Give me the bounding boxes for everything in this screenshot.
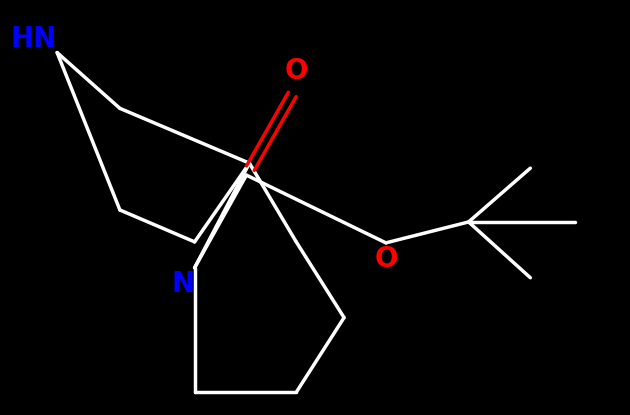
Text: HN: HN [11,24,57,53]
Text: O: O [285,57,308,85]
Text: N: N [171,270,195,298]
Text: O: O [374,245,398,273]
